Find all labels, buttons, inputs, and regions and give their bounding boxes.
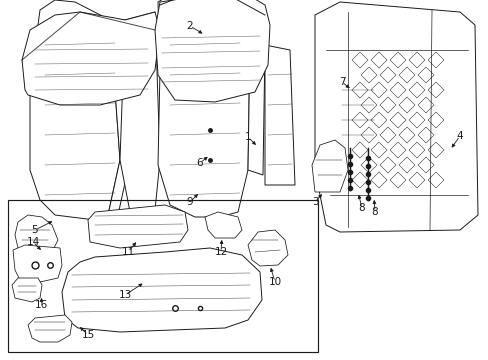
Polygon shape xyxy=(389,172,405,188)
Polygon shape xyxy=(427,142,443,158)
Polygon shape xyxy=(351,172,367,188)
Polygon shape xyxy=(204,212,242,238)
Polygon shape xyxy=(13,245,62,282)
Polygon shape xyxy=(427,52,443,68)
Bar xyxy=(8,200,317,352)
Polygon shape xyxy=(389,82,405,98)
Polygon shape xyxy=(337,75,377,150)
Polygon shape xyxy=(398,97,414,113)
Polygon shape xyxy=(351,142,367,158)
Text: 13: 13 xyxy=(118,290,131,300)
Polygon shape xyxy=(398,127,414,143)
Polygon shape xyxy=(88,205,187,248)
Polygon shape xyxy=(15,215,58,258)
Polygon shape xyxy=(351,82,367,98)
Polygon shape xyxy=(398,67,414,83)
Polygon shape xyxy=(158,0,249,217)
Polygon shape xyxy=(379,157,395,173)
Polygon shape xyxy=(370,82,386,98)
Text: 6: 6 xyxy=(196,158,203,168)
Polygon shape xyxy=(427,112,443,128)
Text: 8: 8 xyxy=(358,203,365,213)
Text: 15: 15 xyxy=(81,330,95,340)
Text: 11: 11 xyxy=(121,247,134,257)
Polygon shape xyxy=(370,112,386,128)
Polygon shape xyxy=(360,97,376,113)
Polygon shape xyxy=(62,248,262,332)
Polygon shape xyxy=(379,67,395,83)
Text: 14: 14 xyxy=(26,237,40,247)
Polygon shape xyxy=(351,112,367,128)
Text: 3: 3 xyxy=(311,197,318,207)
Polygon shape xyxy=(417,127,433,143)
Polygon shape xyxy=(417,67,433,83)
Polygon shape xyxy=(351,52,367,68)
Polygon shape xyxy=(311,140,347,192)
Polygon shape xyxy=(427,172,443,188)
Polygon shape xyxy=(417,157,433,173)
Polygon shape xyxy=(30,0,120,220)
Polygon shape xyxy=(408,82,424,98)
Text: 1: 1 xyxy=(244,132,251,142)
Polygon shape xyxy=(389,142,405,158)
Polygon shape xyxy=(108,20,130,215)
Polygon shape xyxy=(360,127,376,143)
Polygon shape xyxy=(379,97,395,113)
Text: 10: 10 xyxy=(268,277,281,287)
Polygon shape xyxy=(360,67,376,83)
Polygon shape xyxy=(155,0,269,102)
Text: 5: 5 xyxy=(32,225,38,235)
Text: 8: 8 xyxy=(371,207,378,217)
Polygon shape xyxy=(408,52,424,68)
Text: 7: 7 xyxy=(338,77,345,87)
Polygon shape xyxy=(408,112,424,128)
Polygon shape xyxy=(379,127,395,143)
Polygon shape xyxy=(389,52,405,68)
Polygon shape xyxy=(247,230,287,266)
Text: 12: 12 xyxy=(214,247,227,257)
Polygon shape xyxy=(427,82,443,98)
Polygon shape xyxy=(247,40,264,175)
Polygon shape xyxy=(22,12,160,105)
Polygon shape xyxy=(408,142,424,158)
Polygon shape xyxy=(12,278,42,302)
Polygon shape xyxy=(28,315,72,342)
Text: 2: 2 xyxy=(186,21,193,31)
Polygon shape xyxy=(389,112,405,128)
Text: 9: 9 xyxy=(186,197,193,207)
Polygon shape xyxy=(120,12,160,212)
Polygon shape xyxy=(370,52,386,68)
Polygon shape xyxy=(408,172,424,188)
Polygon shape xyxy=(398,157,414,173)
Polygon shape xyxy=(314,2,477,232)
Text: 4: 4 xyxy=(456,131,462,141)
Polygon shape xyxy=(370,142,386,158)
Polygon shape xyxy=(360,157,376,173)
Polygon shape xyxy=(417,97,433,113)
Polygon shape xyxy=(264,45,294,185)
Polygon shape xyxy=(370,172,386,188)
Text: 16: 16 xyxy=(34,300,47,310)
